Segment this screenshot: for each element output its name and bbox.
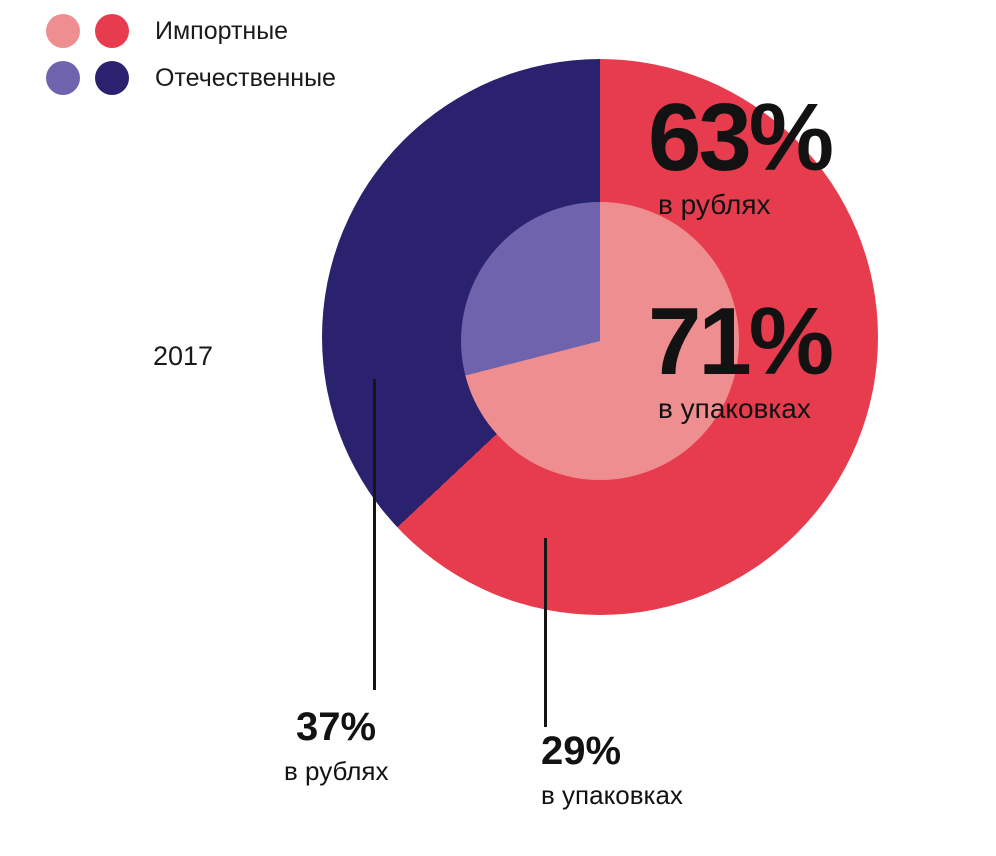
imported-packages-percent: 71%	[648, 288, 834, 395]
annotation-imported-rubles: 63% в рублях	[648, 84, 834, 221]
domestic-rubles-caption: в рублях	[284, 756, 389, 786]
legend-label-imported: Импортные	[155, 16, 289, 45]
packages-circle	[461, 202, 739, 480]
domestic-rubles-swatch	[95, 61, 129, 95]
legend: Импортные Отечественные	[46, 14, 336, 95]
leader-line-domestic-rubles	[373, 379, 376, 690]
domestic-packages-caption: в упаковках	[541, 780, 683, 810]
imported-packages-caption: в упаковках	[658, 393, 811, 425]
legend-item-imported: Импортные	[46, 14, 336, 48]
imported-rubles-swatch	[95, 14, 129, 48]
annotation-imported-packages: 71% в упаковках	[648, 288, 834, 425]
domestic-rubles-percent: 37%	[295, 705, 377, 749]
imported-packages-swatch	[46, 14, 80, 48]
imported-rubles-percent: 63%	[648, 84, 834, 191]
legend-label-domestic: Отечественные	[155, 63, 336, 92]
domestic-packages-swatch	[46, 61, 80, 95]
annotation-domestic-packages: 29% в упаковках	[541, 731, 683, 811]
domestic-packages-percent: 29%	[541, 729, 622, 773]
leader-line-domestic-packages	[544, 538, 547, 727]
imported-rubles-caption: в рублях	[658, 189, 771, 221]
annotation-domestic-rubles: 37% в рублях	[284, 707, 388, 787]
year-label: 2017	[153, 341, 214, 371]
legend-item-domestic: Отечественные	[46, 61, 336, 95]
